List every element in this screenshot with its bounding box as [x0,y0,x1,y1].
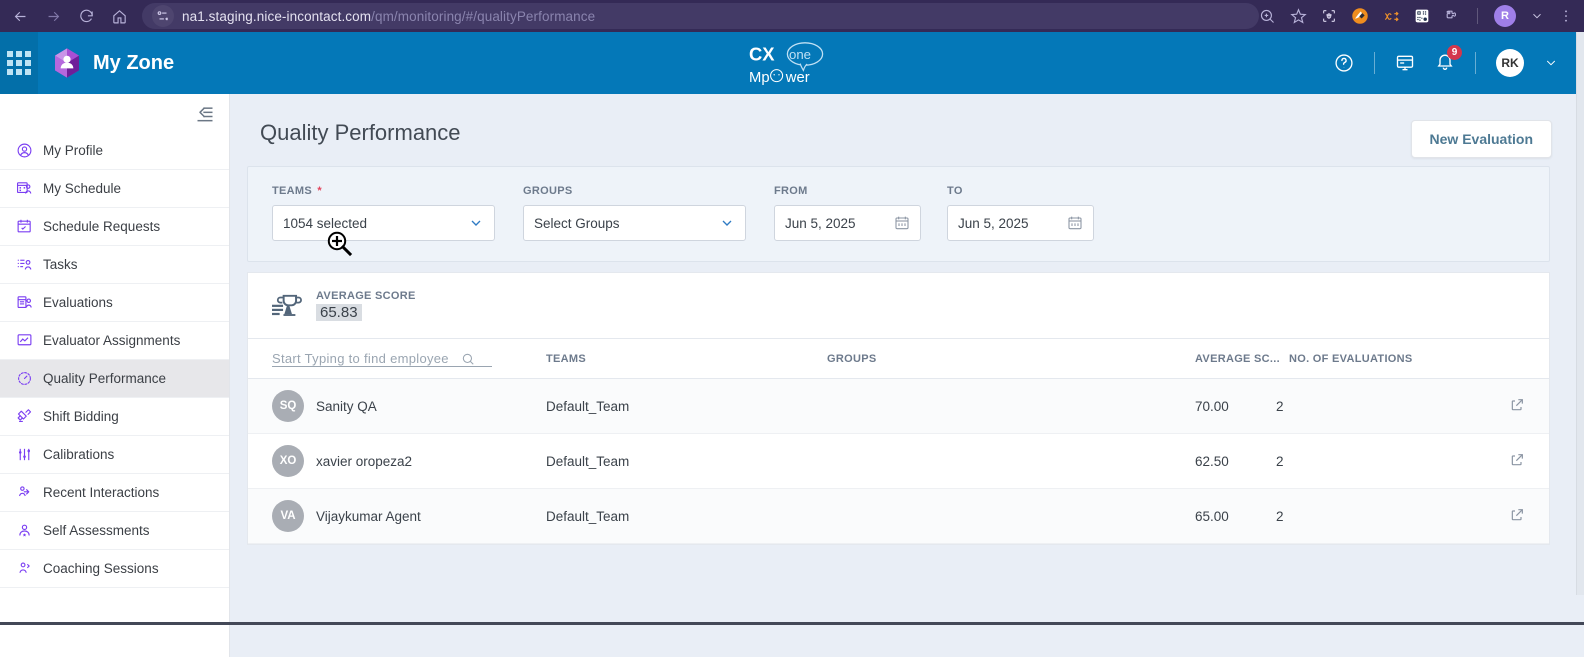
svg-text:one: one [789,47,811,62]
svg-text:wer: wer [785,70,810,86]
svg-text:CX: CX [749,43,775,64]
svg-text:Mp: Mp [749,70,770,86]
